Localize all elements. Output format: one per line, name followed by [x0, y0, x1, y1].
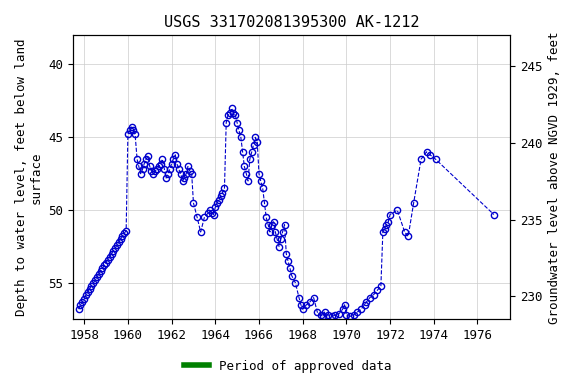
Bar [492, 319, 499, 328]
Y-axis label: Groundwater level above NGVD 1929, feet: Groundwater level above NGVD 1929, feet [548, 31, 561, 324]
Legend: Period of approved data: Period of approved data [179, 355, 397, 378]
Bar [79, 319, 431, 328]
Y-axis label: Depth to water level, feet below land
surface: Depth to water level, feet below land su… [15, 39, 43, 316]
Title: USGS 331702081395300 AK-1212: USGS 331702081395300 AK-1212 [164, 15, 419, 30]
